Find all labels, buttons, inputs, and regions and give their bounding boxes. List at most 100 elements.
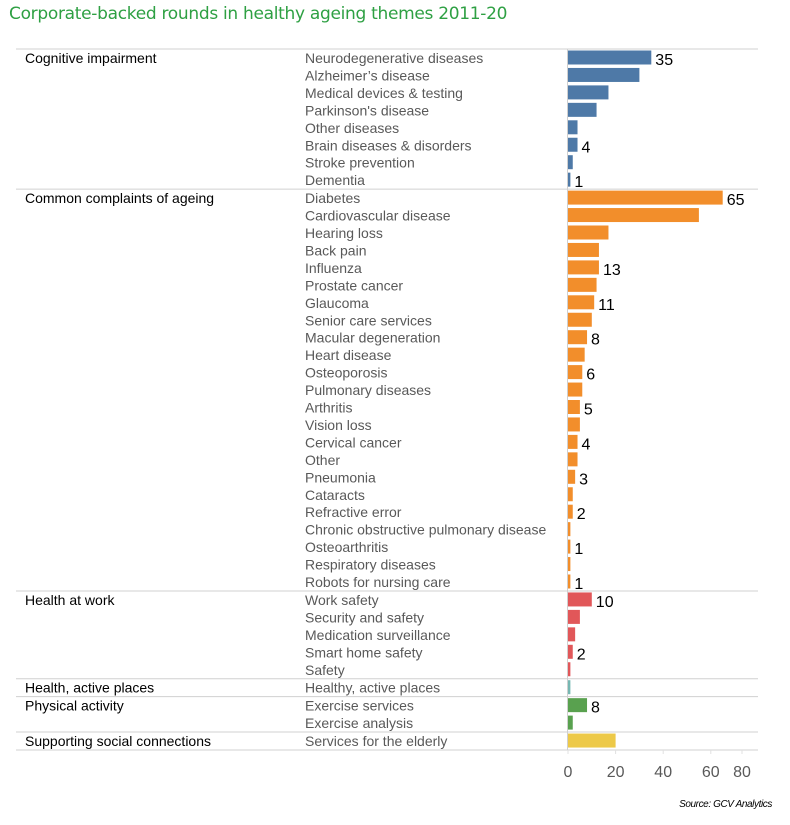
bar [568, 382, 583, 397]
category-label: Exercise services [305, 698, 414, 714]
category-label: Vision loss [305, 417, 372, 433]
category-label: Work safety [305, 592, 379, 608]
bar [568, 680, 571, 695]
category-label: Exercise analysis [305, 715, 413, 731]
x-tick-label: 60 [702, 764, 720, 781]
category-label: Macular degeneration [305, 330, 440, 346]
category-label: Safety [305, 662, 345, 678]
group-label: Health, active places [25, 680, 154, 696]
bar [568, 715, 573, 730]
category-label: Influenza [305, 260, 362, 276]
data-label: 8 [591, 700, 600, 717]
data-label: 4 [582, 139, 591, 156]
category-label: Senior care services [305, 312, 432, 328]
category-label: Hearing loss [305, 225, 383, 241]
bar [568, 155, 573, 170]
category-label: Back pain [305, 242, 366, 258]
bar [568, 434, 578, 449]
bar [568, 330, 588, 345]
data-label: 65 [727, 192, 745, 209]
bar [568, 469, 576, 484]
bar [568, 487, 573, 502]
category-label: Prostate cancer [305, 277, 403, 293]
category-label: Dementia [305, 172, 365, 188]
bar [568, 137, 578, 152]
bar [568, 67, 640, 82]
category-label: Cataracts [305, 487, 365, 503]
bar [568, 609, 580, 624]
bar [568, 365, 583, 380]
chart-title: Corporate-backed rounds in healthy agein… [9, 4, 508, 24]
bar [568, 627, 576, 642]
bar [568, 592, 592, 607]
category-label: Smart home safety [305, 644, 423, 660]
category-label: Other [305, 452, 340, 468]
x-tick-label: 20 [607, 764, 625, 781]
data-label: 1 [574, 174, 583, 191]
bar [568, 522, 571, 537]
category-label: Glaucoma [305, 295, 369, 311]
x-tick-label: 0 [564, 764, 573, 781]
category-label: Pneumonia [305, 469, 376, 485]
bar [568, 102, 597, 117]
source-note: Source: GCV Analytics [679, 799, 772, 810]
bar [568, 242, 599, 257]
category-label: Security and safety [305, 609, 424, 625]
data-label: 2 [577, 646, 586, 663]
category-label: Parkinson's disease [305, 102, 429, 118]
data-label: 3 [579, 471, 588, 488]
bar [568, 417, 580, 432]
bar [568, 539, 571, 554]
bar [568, 347, 585, 362]
bar [568, 644, 573, 659]
category-label: Osteoarthritis [305, 539, 388, 555]
category-label: Arthritis [305, 400, 352, 416]
bar [568, 662, 571, 677]
data-label: 4 [582, 436, 591, 453]
bar [568, 400, 580, 414]
category-label: Other diseases [305, 120, 399, 136]
bar [568, 698, 588, 713]
category-label: Cardiovascular disease [305, 208, 451, 224]
category-label: Diabetes [305, 190, 360, 206]
data-label: 35 [655, 52, 673, 69]
category-label: Refractive error [305, 504, 402, 520]
bar [568, 733, 616, 748]
category-label: Alzheimer’s disease [305, 67, 430, 83]
bar [568, 172, 571, 187]
data-label: 6 [586, 367, 595, 384]
bar [568, 120, 578, 135]
bar [568, 85, 609, 100]
category-label: Neurodegenerative diseases [305, 50, 483, 66]
bar [568, 190, 723, 205]
x-tick-label: 40 [654, 764, 672, 781]
bar [568, 295, 595, 310]
category-label: Cervical cancer [305, 434, 402, 450]
data-label: 13 [603, 262, 621, 279]
bar [568, 50, 652, 65]
data-label: 2 [577, 506, 586, 523]
category-label: Services for the elderly [305, 733, 447, 749]
group-label: Physical activity [25, 698, 124, 714]
bar [568, 504, 573, 519]
category-label: Brain diseases & disorders [305, 137, 472, 153]
category-label: Stroke prevention [305, 155, 415, 171]
group-label: Supporting social connections [25, 733, 211, 749]
data-label: 11 [598, 297, 615, 314]
data-label: 5 [584, 402, 593, 419]
category-label: Osteoporosis [305, 365, 387, 381]
bar [568, 557, 571, 572]
group-label: Cognitive impairment [25, 50, 157, 66]
category-label: Chronic obstructive pulmonary disease [305, 522, 546, 538]
category-label: Robots for nursing care [305, 574, 451, 590]
bar [568, 574, 571, 589]
category-label: Medical devices & testing [305, 85, 463, 101]
category-label: Heart disease [305, 347, 392, 363]
data-label: 10 [596, 594, 614, 611]
category-label: Healthy, active places [305, 680, 440, 696]
data-label: 8 [591, 332, 600, 349]
category-label: Respiratory diseases [305, 557, 436, 573]
bar [568, 260, 599, 275]
bar [568, 452, 578, 467]
